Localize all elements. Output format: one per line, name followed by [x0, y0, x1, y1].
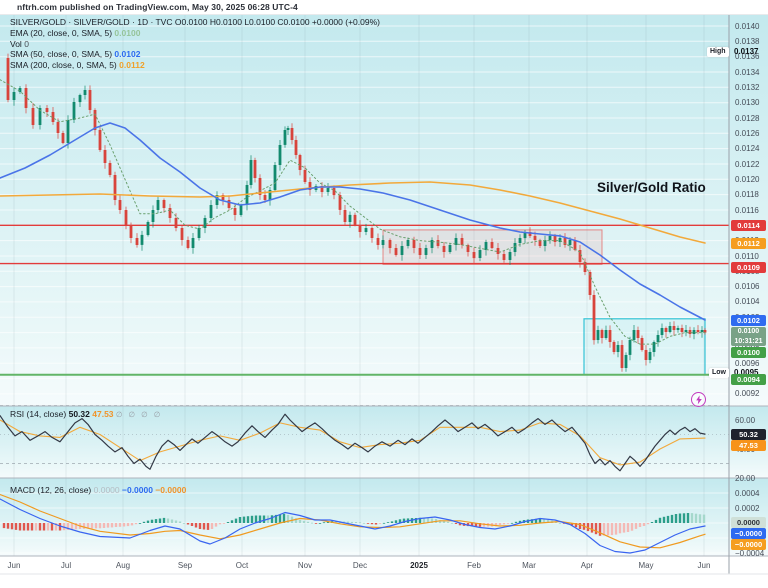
sma50-label: SMA (50, close, 0, SMA, 5) [10, 49, 113, 60]
price-tick-label: 0.0136 [735, 52, 760, 62]
price-tick-label: 0.0138 [735, 36, 760, 46]
ema-label: EMA (20, close, 0, SMA, 5) [10, 27, 113, 38]
price-tick-label: 0.0118 [735, 190, 759, 200]
macd-signal-value: −0.0000 [155, 485, 187, 495]
price-tick-label: 0.0130 [735, 98, 760, 108]
sma200-line [0, 181, 706, 244]
price-badge: 0.0109 [731, 262, 766, 273]
time-axis-label-jun: Jun [7, 561, 21, 570]
macd-pane-bg [0, 478, 768, 556]
footer: TradingView [0, 575, 768, 588]
price-tick-label: 0.0092 [735, 389, 760, 399]
price-tick-label: 0.0096 [735, 358, 760, 368]
time-axis-label-oct: Oct [235, 561, 249, 570]
time-axis-label-apr: Apr [580, 561, 594, 570]
price-tick-label: 0.0140 [735, 21, 760, 31]
price-tick-label: 0.0128 [735, 113, 760, 123]
price-tick-label: 0.0116 [735, 205, 759, 215]
macd-line [0, 498, 706, 554]
flash-event-marker-icon[interactable] [691, 392, 706, 407]
rsi-signal-value: 47.53 [92, 409, 114, 419]
time-axis-label-nov: Nov [297, 561, 313, 570]
price-badge: 0.0114 [731, 220, 766, 231]
symbol-title: SILVER/GOLD · SILVER/GOLD · 1D · TVC [10, 17, 173, 27]
sma200-value: 0.0112 [119, 60, 145, 71]
price-tick-label: 0.0104 [735, 297, 760, 307]
macd-signal-line [0, 493, 706, 549]
price-tick-label: 0.0106 [735, 282, 760, 292]
macd-badge: 0.0000 [731, 517, 766, 528]
time-axis-label-jul: Jul [60, 561, 72, 570]
price-badge: 0.0112 [731, 238, 766, 249]
time-axis-label-may: May [638, 561, 654, 570]
legend-sma50-row[interactable]: SMA (50, close, 0, SMA, 5) 0.0102 [10, 49, 380, 60]
macd-label: MACD (12, 26, close) [10, 485, 92, 495]
price-tick-label: 0.0134 [735, 67, 760, 77]
time-axis-label-sep: Sep [177, 561, 193, 570]
price-tick-label: 0.0132 [735, 82, 760, 92]
low-marker-value: 0.0095 [734, 368, 759, 377]
rsi-badge: 47.53 [731, 440, 766, 451]
legend-sma200-row[interactable]: SMA (200, close, 0, SMA, 5) 0.0112 [10, 60, 380, 71]
time-axis-label-dec: Dec [352, 561, 368, 570]
vol-value: 0 [24, 38, 29, 49]
legend-ema-row[interactable]: EMA (20, close, 0, SMA, 5) 0.0100 [10, 28, 380, 39]
rsi-hidden-values: ∅ ∅ ∅ ∅ [115, 410, 163, 419]
macd-legend[interactable]: MACD (12, 26, close) 0.0000 −0.0000 −0.0… [10, 485, 186, 495]
macd-histogram [2, 513, 706, 536]
rsi-value: 50.32 [68, 409, 90, 419]
macd-tick-label: 0.0004 [735, 488, 760, 498]
teal-base-box[interactable] [583, 318, 706, 376]
time-axis-label-aug: Aug [115, 561, 131, 570]
symbol-legend[interactable]: SILVER/GOLD · SILVER/GOLD · 1D · TVC O0.… [10, 17, 380, 71]
ema20-line [0, 79, 706, 345]
high-marker-pill: High [707, 47, 729, 57]
macd-line-value: −0.0000 [122, 485, 153, 495]
time-axis-label-feb: Feb [467, 561, 481, 570]
rsi-label: RSI (14, close) [10, 409, 67, 419]
macd-tick-label: −0.0004 [735, 548, 765, 558]
sma50-line [0, 122, 706, 321]
time-axis-label-jun: Jun [697, 561, 711, 570]
price-tick-label: 0.0110 [735, 251, 759, 261]
rsi-signal-line [0, 419, 706, 466]
candlestick-series [6, 53, 707, 372]
ema-value: 0.0100 [114, 27, 141, 38]
macd-hist-value: 0.0000 [93, 485, 120, 495]
publish-attribution-text: nftrh.com published on TradingView.com, … [17, 2, 298, 12]
publish-header: nftrh.com published on TradingView.com, … [0, 0, 768, 15]
legend-vol-row[interactable]: Vol 0 [10, 39, 380, 50]
rsi-legend[interactable]: RSI (14, close) 50.32 47.53 ∅ ∅ ∅ ∅ [10, 409, 162, 419]
chart-title-annotation: Silver/Gold Ratio [597, 180, 706, 195]
macd-tick-label: 0.0002 [735, 503, 760, 513]
rsi-tick-label: 20.00 [735, 473, 756, 483]
legend-symbol-row[interactable]: SILVER/GOLD · SILVER/GOLD · 1D · TVC O0.… [10, 17, 380, 28]
ohlc-values: O0.0100 H0.0100 L0.0100 C0.0100 +0.0000 … [174, 17, 380, 27]
vol-label: Vol [10, 38, 22, 49]
price-tick-label: 0.0120 [735, 174, 760, 184]
lightning-icon [695, 394, 702, 404]
macd-badge: −0.0000 [731, 528, 766, 539]
price-tick-label: 0.0122 [735, 159, 760, 169]
price-badge: 0.0100 10:31:21 [731, 327, 766, 346]
sma200-label: SMA (200, close, 0, SMA, 5) [10, 60, 117, 71]
price-badge: 0.0094 [731, 374, 766, 385]
sma50-value: 0.0102 [114, 49, 141, 60]
macd-badge: −0.0000 [731, 539, 766, 550]
price-badge: 0.0100 [731, 347, 766, 358]
rsi-line [0, 413, 706, 472]
price-tick-label: 0.0126 [735, 128, 760, 138]
rsi-tick-label: 60.00 [735, 415, 756, 425]
price-tick-label: 0.0124 [735, 144, 760, 154]
time-axis-label-mar: Mar [522, 561, 536, 570]
price-badge: 0.0102 [731, 315, 766, 326]
high-marker-value: 0.0137 [734, 47, 759, 56]
low-marker-pill: Low [709, 368, 729, 378]
rsi-badge: 50.32 [731, 429, 766, 440]
time-axis-label-2025: 2025 [410, 561, 428, 570]
